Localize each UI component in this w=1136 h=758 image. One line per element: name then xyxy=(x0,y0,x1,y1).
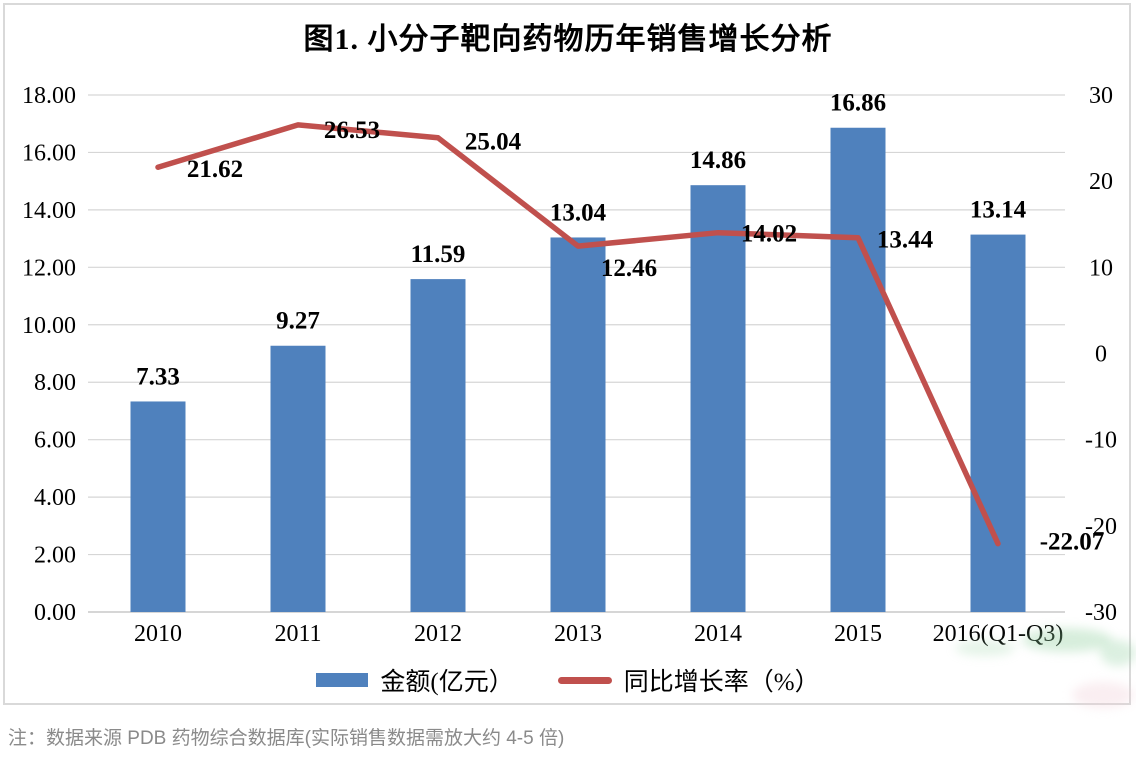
right-axis-tick: -20 xyxy=(1085,514,1117,540)
line-value-label: 13.44 xyxy=(877,227,934,254)
bar-2010 xyxy=(130,401,186,612)
right-axis-tick: -30 xyxy=(1085,600,1117,626)
right-axis-tick: 10 xyxy=(1089,255,1113,281)
line-value-label: 14.02 xyxy=(741,221,797,248)
x-axis-label: 2014 xyxy=(694,621,742,647)
line-value-label: 21.62 xyxy=(187,156,243,183)
legend-growth-label: 同比增长率（%） xyxy=(623,669,820,696)
left-axis-tick: 4.00 xyxy=(34,485,76,511)
chart-title: 图1. 小分子靶向药物历年销售增长分析 xyxy=(303,23,833,56)
bar-value-label: 14.86 xyxy=(690,147,746,174)
bar-value-label: 13.14 xyxy=(970,197,1027,224)
left-axis-tick: 0.00 xyxy=(34,600,76,626)
chart-legend: 金额(亿元） 同比增长率（%） xyxy=(0,662,1136,698)
line-value-label: 26.53 xyxy=(324,117,380,144)
left-axis-tick: 18.00 xyxy=(22,83,76,109)
legend-amount-label: 金额(亿元） xyxy=(380,669,514,696)
bar-2013 xyxy=(550,237,606,612)
left-axis-tick: 6.00 xyxy=(34,428,76,454)
bar-2012 xyxy=(410,279,466,612)
bar-value-label: 13.04 xyxy=(550,199,607,226)
bar-value-label: 11.59 xyxy=(411,241,466,268)
right-axis-tick: 20 xyxy=(1089,169,1113,195)
legend-item-growth: 同比增长率（%） xyxy=(557,662,820,698)
left-axis-tick: 14.00 xyxy=(22,198,76,224)
line-value-label: -22.07 xyxy=(1040,529,1105,556)
right-axis-tick: 30 xyxy=(1089,83,1113,109)
source-note: 注：数据来源 PDB 药物综合数据库(实际销售数据需放大约 4-5 倍) xyxy=(8,728,565,749)
left-axis-tick: 16.00 xyxy=(22,140,76,166)
x-axis-label: 2016(Q1-Q3) xyxy=(933,621,1064,647)
bar-value-label: 9.27 xyxy=(276,308,320,335)
left-axis-tick: 8.00 xyxy=(34,370,76,396)
legend-item-amount: 金额(亿元） xyxy=(316,662,514,698)
legend-bar-swatch xyxy=(316,673,369,687)
x-axis-label: 2015 xyxy=(834,621,882,647)
bar-2016(Q1-Q3) xyxy=(970,234,1026,612)
x-axis-label: 2010 xyxy=(134,621,182,647)
bar-value-label: 16.86 xyxy=(830,90,886,117)
right-axis-tick: -10 xyxy=(1085,428,1117,454)
line-value-label: 25.04 xyxy=(465,129,522,156)
line-value-label: 12.46 xyxy=(601,255,657,282)
right-axis-tick: 0 xyxy=(1095,342,1107,368)
growth-line xyxy=(155,122,1001,547)
bar-value-label: 7.33 xyxy=(136,363,180,390)
bar-2014 xyxy=(690,185,746,612)
x-axis-label: 2013 xyxy=(554,621,602,647)
x-axis-label: 2012 xyxy=(414,621,462,647)
left-axis-tick: 12.00 xyxy=(22,255,76,281)
x-axis-label: 2011 xyxy=(274,621,321,647)
left-axis-tick: 2.00 xyxy=(34,543,76,569)
bar-2015 xyxy=(830,127,886,612)
bar-2011 xyxy=(270,345,326,612)
legend-line-swatch xyxy=(557,676,612,684)
left-axis-tick: 10.00 xyxy=(22,313,76,339)
